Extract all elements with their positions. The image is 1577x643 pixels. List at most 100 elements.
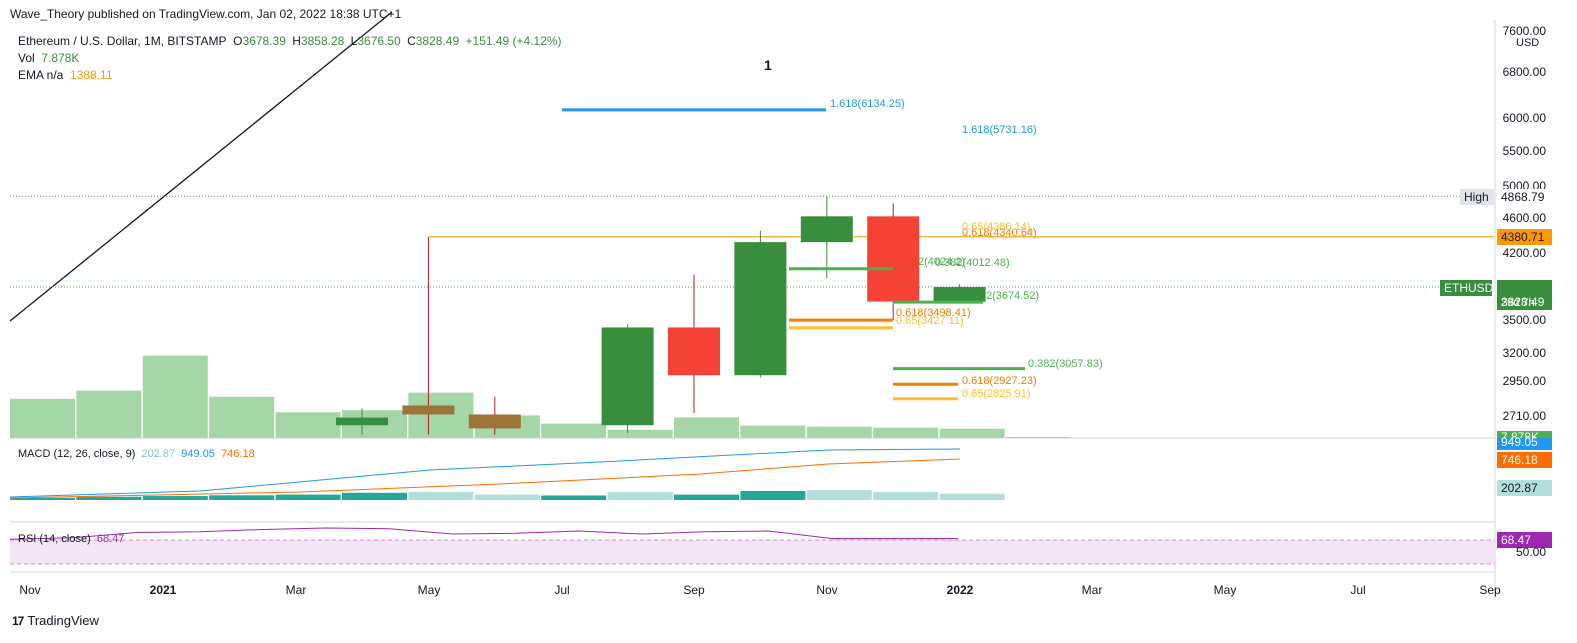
macd-hist-bar [674, 494, 739, 500]
fib-level-label: 0.65(2825.91) [962, 388, 1031, 400]
level-value-tag-bg [1497, 229, 1552, 245]
time-tick-label: Jul [554, 583, 569, 597]
price-tick-label: 6000.00 [1503, 111, 1547, 125]
high-value: 3858.28 [300, 34, 345, 48]
wave-count-label: 1 [764, 57, 772, 73]
fib-level-label: 0.382(4012.48) [935, 257, 1010, 269]
macd-hist-bar [10, 497, 75, 500]
hist-tag-bg [1497, 480, 1552, 496]
price-tick-label: 6800.00 [1503, 65, 1547, 79]
price-tick-label: 4600.00 [1503, 211, 1547, 225]
volume-bar [209, 396, 275, 438]
time-tick-label: Nov [816, 583, 837, 597]
fib-level-label: 0.382(3057.83) [1028, 358, 1103, 370]
fib-level-label: 0.618(3498.41) [896, 307, 971, 319]
tradingview-brand[interactable]: 17 TradingView [12, 613, 99, 628]
time-tick-label: Mar [1082, 583, 1103, 597]
candle-body [734, 242, 787, 376]
macd-hist-bar [209, 495, 275, 500]
volume-bar [806, 426, 872, 438]
symbol-title: Ethereum / U.S. Dollar, 1M, BITSTAMP [18, 34, 227, 48]
signal-tag: 746.18 [1501, 453, 1538, 467]
macd-hist-bar [474, 494, 540, 500]
macd-hist-bar [275, 494, 341, 500]
macd-line-value: 949.05 [181, 448, 215, 460]
time-tick-label: 2022 [947, 583, 974, 597]
rsi-label: RSI (14, close) [18, 533, 91, 545]
macd-tag-bg [1497, 438, 1552, 450]
volume-bar [873, 427, 939, 438]
candle-body [336, 417, 388, 426]
time-tick-label: Jul [1350, 583, 1365, 597]
candle-body [800, 216, 853, 243]
volume-bar [142, 355, 208, 438]
vol-value: 7.878K [41, 51, 80, 65]
volume-bar [674, 417, 739, 438]
macd-signal-value: 746.18 [221, 448, 255, 460]
brand-name: TradingView [27, 613, 99, 628]
volume-legend: Vol 7.878K [18, 51, 79, 65]
time-tick-label: Sep [683, 583, 705, 597]
high-value-tag-bg [1497, 189, 1552, 205]
volume-bar [1006, 436, 1071, 438]
macd-hist-bar [342, 492, 407, 500]
volume-bar [275, 412, 341, 438]
last-price-tag-bg [1497, 280, 1552, 310]
candle-body [668, 327, 720, 376]
macd-hist-bar [76, 496, 142, 500]
open-label: O [233, 34, 243, 48]
macd-label: MACD (12, 26, close, 9) [18, 448, 136, 460]
fib-level-label: 0.618(4340.64) [962, 227, 1037, 239]
price-unit-label: USD [1516, 37, 1539, 49]
volume-bar [740, 425, 806, 438]
volume-bar [541, 423, 607, 438]
macd-hist-value: 202.87 [141, 448, 176, 460]
low-value: 3676.50 [357, 34, 401, 48]
macd-hist-bar [873, 491, 939, 500]
time-tick-label: Mar [286, 583, 307, 597]
fib-level-label: 2(4024.2) [918, 256, 965, 268]
volume-bar [76, 390, 142, 438]
candle-body [468, 414, 521, 429]
macd-hist-bar [939, 493, 1005, 500]
price-tick-label: 2710.00 [1503, 409, 1547, 423]
macd-line [9, 448, 961, 498]
time-tick-label: May [418, 583, 441, 597]
volume-bar [10, 398, 75, 438]
high-tag: High [1464, 190, 1489, 204]
macd-hist-bar [740, 491, 806, 500]
volume-bar [939, 428, 1005, 438]
symbol-tag: ETHUSD [1444, 281, 1494, 295]
open-value: 3678.39 [242, 34, 286, 48]
level-value-tag: 4380.71 [1501, 230, 1545, 244]
time-tick-label: May [1214, 583, 1237, 597]
fib-level-label: 1.618(5731.16) [962, 124, 1037, 136]
change-value: +151.49 (+4.12%) [465, 34, 562, 48]
symbol-legend: Ethereum / U.S. Dollar, 1M, BITSTAMP O36… [18, 34, 562, 48]
candle-body [402, 405, 455, 415]
ema-label: EMA n/a [18, 68, 64, 82]
price-tick-label: 3200.00 [1503, 346, 1547, 360]
price-tick-label: 7600.00 [1503, 24, 1547, 38]
macd-hist-bar [607, 491, 673, 500]
rsi-band [10, 540, 1495, 564]
close-label: C [407, 34, 416, 48]
symbol-tag-bg [1440, 280, 1492, 296]
macd-hist-bar [806, 490, 872, 500]
fib-level-label: 0.65(3427.11) [896, 315, 964, 327]
time-tick-label: 2021 [150, 583, 177, 597]
signal-line [9, 458, 961, 499]
ema-legend: EMA n/a 1388.11 [18, 68, 113, 82]
time-tick-label: Sep [1479, 583, 1501, 597]
macd-tag: 949.05 [1501, 435, 1538, 449]
price-tick-label: 3500.00 [1503, 313, 1547, 327]
price-tick-label: 4200.00 [1503, 246, 1547, 260]
macd-legend: MACD (12, 26, close, 9) 202.87 949.05 74… [18, 448, 255, 460]
macd-hist-bar [541, 495, 607, 500]
signal-tag-bg [1497, 452, 1552, 468]
publish-caption: Wave_Theory published on TradingView.com… [10, 7, 402, 21]
countdown-tag: 29d 7h [1501, 297, 1535, 309]
low-label: L [350, 34, 358, 48]
macd-hist-bar [408, 491, 474, 500]
